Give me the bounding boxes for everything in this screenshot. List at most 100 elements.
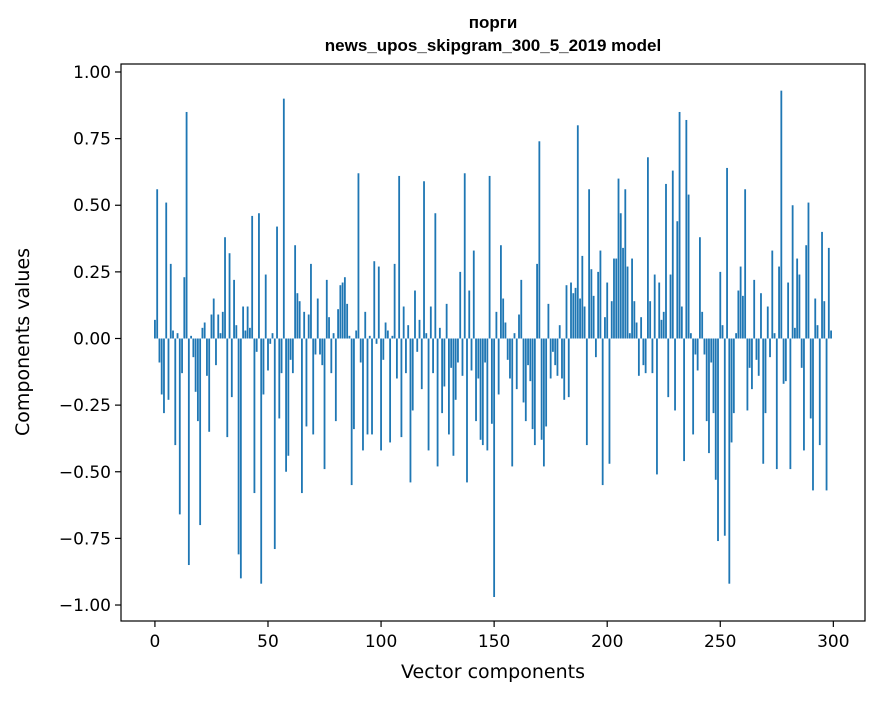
bar: [762, 338, 765, 464]
bar: [830, 330, 832, 339]
bar: [282, 98, 285, 339]
x-tick-label: 100: [365, 632, 397, 652]
bar: [757, 338, 760, 376]
bar: [185, 111, 188, 339]
bar: [251, 215, 254, 339]
bar: [382, 338, 385, 360]
bar: [558, 325, 561, 339]
bar: [574, 287, 577, 339]
bar: [169, 263, 172, 339]
bar: [502, 298, 505, 339]
bar: [203, 322, 206, 339]
bar: [533, 338, 536, 446]
bar: [730, 338, 733, 443]
bar: [167, 338, 170, 400]
bar: [561, 338, 563, 379]
bar: [187, 338, 190, 566]
bar: [809, 338, 812, 419]
bar: [472, 250, 475, 339]
bar: [717, 338, 719, 542]
bar: [395, 338, 398, 379]
bar: [570, 282, 572, 339]
bar: [540, 338, 543, 440]
bar: [332, 333, 335, 339]
bar: [653, 274, 656, 339]
bar: [622, 247, 624, 339]
bar: [787, 282, 790, 339]
bar: [818, 338, 821, 446]
bar: [156, 189, 159, 339]
bar: [219, 333, 222, 339]
bar: [233, 279, 235, 339]
bar: [712, 338, 715, 414]
bar: [746, 338, 749, 411]
bar: [656, 338, 658, 475]
bar: [509, 338, 511, 379]
bar: [782, 338, 785, 384]
bar: [425, 333, 428, 339]
bar: [423, 181, 425, 339]
bar: [791, 205, 794, 339]
bar: [158, 338, 161, 363]
chart-title-line1: порги: [469, 13, 518, 32]
bar: [529, 338, 532, 382]
bar: [640, 317, 643, 339]
bar: [585, 338, 588, 446]
bar: [217, 314, 220, 339]
bar: [407, 325, 410, 339]
bar: [778, 266, 780, 339]
chart-title-line2: news_upos_skipgram_300_5_2019 model: [325, 36, 661, 55]
bar: [665, 183, 667, 339]
y-tick-label: −1.00: [59, 596, 111, 616]
bar: [210, 314, 213, 339]
bar: [647, 157, 649, 339]
bar: [337, 309, 339, 339]
bar: [805, 245, 808, 339]
bar: [172, 330, 174, 339]
bar: [174, 338, 177, 446]
bar: [154, 319, 156, 339]
bar: [793, 327, 796, 339]
x-axis: 0 50 100 150 200 250 300: [150, 621, 850, 652]
bar: [687, 194, 690, 339]
bar: [380, 338, 382, 451]
bar: [271, 333, 274, 339]
bar: [316, 298, 319, 339]
bar: [339, 285, 342, 339]
bar: [694, 338, 697, 355]
bar: [386, 330, 389, 339]
bar: [789, 338, 792, 470]
x-tick-label: 50: [257, 632, 279, 652]
bar: [827, 247, 830, 339]
bar: [642, 338, 645, 366]
bar: [463, 173, 466, 339]
bar: [201, 327, 204, 339]
bar: [531, 338, 534, 430]
bar: [696, 338, 699, 371]
bar: [334, 338, 337, 422]
bar: [328, 317, 330, 339]
bar: [671, 170, 674, 339]
bar: [454, 338, 457, 400]
bar: [723, 338, 726, 536]
bar: [556, 338, 559, 376]
bar: [635, 322, 638, 339]
bar: [276, 226, 278, 339]
bar: [255, 338, 258, 352]
bar: [741, 295, 744, 339]
bar: [262, 338, 265, 395]
bar: [481, 338, 484, 446]
bar: [755, 338, 758, 360]
bar: [294, 245, 297, 339]
bar: [542, 338, 545, 467]
bar: [538, 141, 541, 339]
bar: [291, 338, 294, 374]
bar: [626, 266, 629, 339]
x-tick-label: 150: [478, 632, 510, 652]
bar: [552, 338, 554, 352]
bar: [468, 290, 471, 339]
bar: [411, 338, 414, 411]
bar: [278, 338, 281, 419]
bar: [590, 269, 593, 339]
bar: [554, 338, 557, 366]
